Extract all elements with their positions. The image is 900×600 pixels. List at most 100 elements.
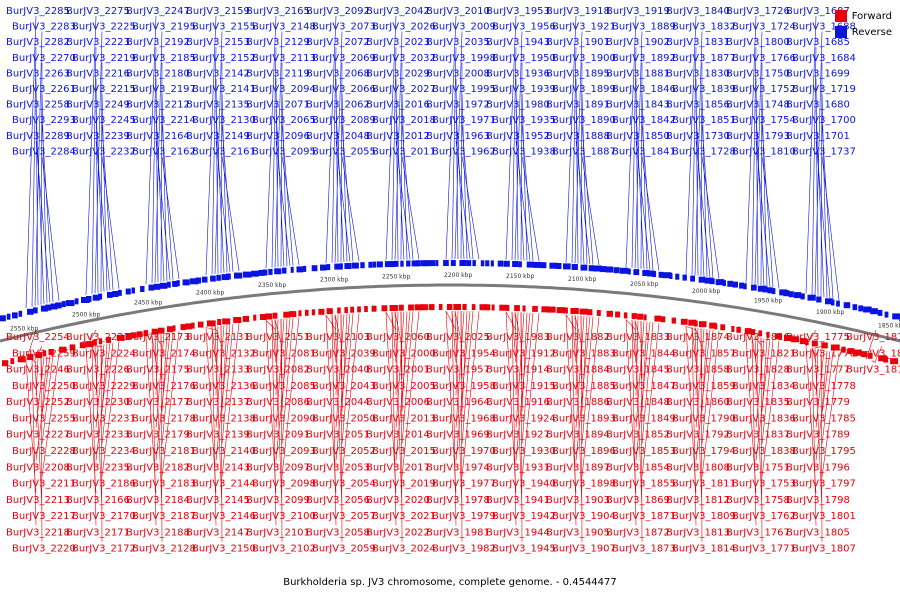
gene-label: BurJV3_1982 [432, 544, 496, 555]
leader-line [461, 311, 480, 477]
reverse-gene-arrow [682, 274, 687, 281]
leader-line [581, 316, 588, 412]
reverse-gene-arrow [675, 273, 680, 280]
reverse-gene-arrow [242, 271, 252, 278]
forward-gene-arrow [311, 309, 316, 316]
gene-label: BurJV3_2015 [372, 446, 436, 457]
gene-label: BurJV3_1737 [792, 146, 856, 157]
reverse-gene-arrow [18, 310, 23, 317]
forward-gene-arrow [92, 339, 97, 346]
forward-gene-arrow [151, 328, 159, 335]
forward-gene-arrow [344, 307, 348, 314]
reverse-gene-arrow [743, 283, 747, 290]
gene-label: BurJV3_2019 [372, 479, 436, 490]
leader-line [815, 351, 831, 461]
reverse-gene-arrow [311, 265, 318, 272]
leader-line [101, 343, 108, 412]
gene-label: BurJV3_1813 [666, 527, 730, 538]
gene-label: BurJV3_2249 [66, 100, 130, 111]
gene-label: BurJV3_2081 [252, 348, 316, 359]
bp-tick-label: 1950 kbp [754, 297, 782, 304]
gene-label: BurJV3_1796 [786, 462, 850, 473]
reverse-gene-arrow [81, 297, 90, 303]
leader-line [575, 78, 579, 264]
leader-line [701, 125, 714, 278]
leader-line [460, 310, 463, 542]
gene-label: BurJV3_2164 [126, 131, 190, 142]
bp-tick-label: 1900 kbp [816, 309, 844, 316]
gene-arrows [0, 260, 900, 367]
gene-label: BurJV3_1752 [732, 84, 796, 95]
leader-line [275, 318, 285, 428]
gene-label: BurJV3_2197 [132, 84, 196, 95]
leader-line [635, 322, 651, 461]
reverse-gene-arrow [0, 315, 6, 322]
forward-gene-arrow [158, 327, 165, 334]
leader-line [815, 109, 825, 298]
gene-label: BurJV3_2071 [246, 100, 310, 111]
leader-line [215, 324, 231, 461]
leader-line [40, 357, 43, 542]
legend: Forward Reverse [834, 8, 892, 40]
leader-line [334, 31, 343, 263]
leader-line [641, 323, 660, 477]
reverse-gene-arrow [870, 308, 878, 315]
gene-label: BurJV3_2119 [246, 68, 310, 79]
leader-line [95, 344, 105, 428]
reverse-gene-arrow [6, 313, 11, 320]
reverse-gene-arrow [221, 274, 229, 281]
gene-label: BurJV3_2208 [6, 462, 70, 473]
leader-line [85, 15, 97, 296]
bp-tick-label: 1850 kbp [878, 323, 900, 330]
leader-line [565, 314, 577, 493]
gene-label: BurJV3_1790 [672, 413, 736, 424]
leader-line [455, 78, 459, 260]
gene-label: BurJV3_2090 [252, 413, 316, 424]
gene-label: BurJV3_2245 [72, 115, 136, 126]
leader-line [275, 109, 285, 267]
forward-gene-arrow [272, 312, 278, 319]
reverse-gene-arrow [182, 279, 190, 286]
gene-label: BurJV3_1897 [546, 462, 610, 473]
reverse-gene-arrow [351, 262, 359, 269]
gene-label: BurJV3_2162 [132, 146, 196, 157]
leader-line [581, 316, 594, 445]
forward-gene-arrow [499, 304, 507, 311]
gene-label: BurJV3_2010 [426, 6, 490, 17]
leader-line [455, 140, 471, 260]
leader-line [95, 109, 105, 292]
gene-label: BurJV3_1924 [492, 413, 556, 424]
forward-gene-arrow [105, 336, 111, 343]
gene-label: BurJV3_2032 [372, 53, 436, 64]
leader-line [760, 337, 763, 542]
leader-line [571, 315, 577, 363]
gene-label: BurJV3_1954 [432, 348, 496, 359]
gene-label: BurJV3_1766 [732, 53, 796, 64]
gene-labels: BurJV3_2285BurJV3_2283BurJV3_2282BurJV3_… [6, 6, 900, 555]
leader-line [385, 15, 397, 261]
gene-label: BurJV3_1927 [486, 430, 550, 441]
leader-line [275, 319, 279, 396]
gene-label: BurJV3_2282 [6, 37, 70, 48]
gene-label: BurJV3_1998 [432, 53, 496, 64]
leader-line [805, 329, 817, 347]
leader-line [214, 326, 223, 510]
gene-label: BurJV3_1886 [546, 397, 610, 408]
leader-line [161, 125, 174, 280]
reverse-gene-arrow [234, 272, 243, 279]
forward-gene-arrow [59, 346, 67, 353]
leader-line [755, 109, 765, 286]
gene-label: BurJV3_2219 [72, 53, 136, 64]
bp-tick-label: 2050 kbp [630, 281, 658, 288]
leader-line [41, 156, 60, 301]
gene-label: BurJV3_1921 [552, 22, 616, 33]
leader-line [691, 327, 697, 526]
reverse-gene-arrow [344, 263, 352, 269]
reverse-gene-arrow [429, 260, 436, 267]
forward-gene-arrow [841, 346, 846, 353]
gene-label: BurJV3_2020 [366, 495, 430, 506]
leader-line [805, 15, 817, 294]
gene-label: BurJV3_1968 [432, 413, 496, 424]
forward-gene-arrow [10, 358, 15, 365]
bp-tick-label: 2400 kbp [196, 290, 224, 297]
